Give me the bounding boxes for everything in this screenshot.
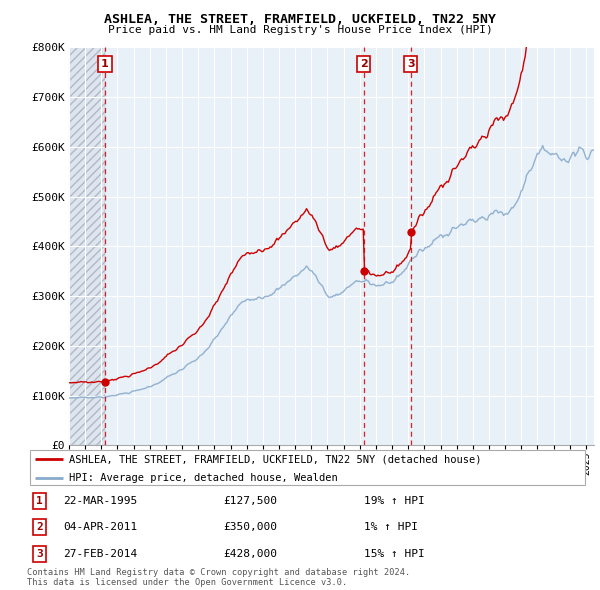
Text: Price paid vs. HM Land Registry's House Price Index (HPI): Price paid vs. HM Land Registry's House … [107,25,493,35]
Text: £428,000: £428,000 [223,549,277,559]
Text: 1% ↑ HPI: 1% ↑ HPI [364,522,418,532]
Text: 2: 2 [360,59,368,69]
Text: ASHLEA, THE STREET, FRAMFIELD, UCKFIELD, TN22 5NY: ASHLEA, THE STREET, FRAMFIELD, UCKFIELD,… [104,13,496,26]
Text: 22-MAR-1995: 22-MAR-1995 [64,496,138,506]
Text: ASHLEA, THE STREET, FRAMFIELD, UCKFIELD, TN22 5NY (detached house): ASHLEA, THE STREET, FRAMFIELD, UCKFIELD,… [69,454,482,464]
Text: 3: 3 [407,59,415,69]
Text: 19% ↑ HPI: 19% ↑ HPI [364,496,424,506]
Text: 27-FEB-2014: 27-FEB-2014 [64,549,138,559]
Text: £350,000: £350,000 [223,522,277,532]
Text: 1: 1 [36,496,43,506]
Text: Contains HM Land Registry data © Crown copyright and database right 2024.
This d: Contains HM Land Registry data © Crown c… [27,568,410,587]
Text: 2: 2 [36,522,43,532]
Text: £127,500: £127,500 [223,496,277,506]
Text: 15% ↑ HPI: 15% ↑ HPI [364,549,424,559]
Text: HPI: Average price, detached house, Wealden: HPI: Average price, detached house, Weal… [69,473,338,483]
Text: 04-APR-2011: 04-APR-2011 [64,522,138,532]
Text: 1: 1 [101,59,109,69]
FancyBboxPatch shape [30,450,585,485]
Text: 3: 3 [36,549,43,559]
